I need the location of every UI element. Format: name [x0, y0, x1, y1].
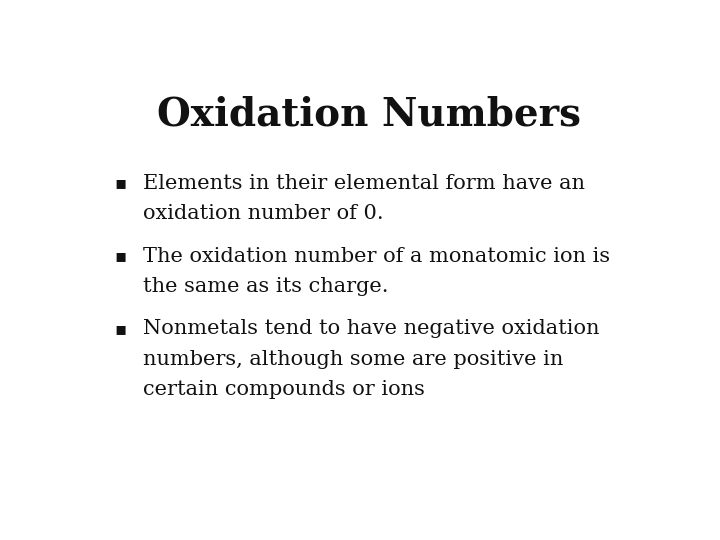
Text: certain compounds or ions: certain compounds or ions — [143, 380, 425, 399]
Text: oxidation number of 0.: oxidation number of 0. — [143, 204, 384, 223]
Text: numbers, although some are positive in: numbers, although some are positive in — [143, 350, 563, 369]
Text: ▪: ▪ — [114, 247, 127, 265]
Text: Elements in their elemental form have an: Elements in their elemental form have an — [143, 174, 585, 193]
Text: Oxidation Numbers: Oxidation Numbers — [157, 96, 581, 134]
Text: ▪: ▪ — [114, 174, 127, 192]
Text: the same as its charge.: the same as its charge. — [143, 277, 389, 296]
Text: The oxidation number of a monatomic ion is: The oxidation number of a monatomic ion … — [143, 247, 610, 266]
Text: ▪: ▪ — [114, 320, 127, 338]
Text: Nonmetals tend to have negative oxidation: Nonmetals tend to have negative oxidatio… — [143, 319, 600, 339]
